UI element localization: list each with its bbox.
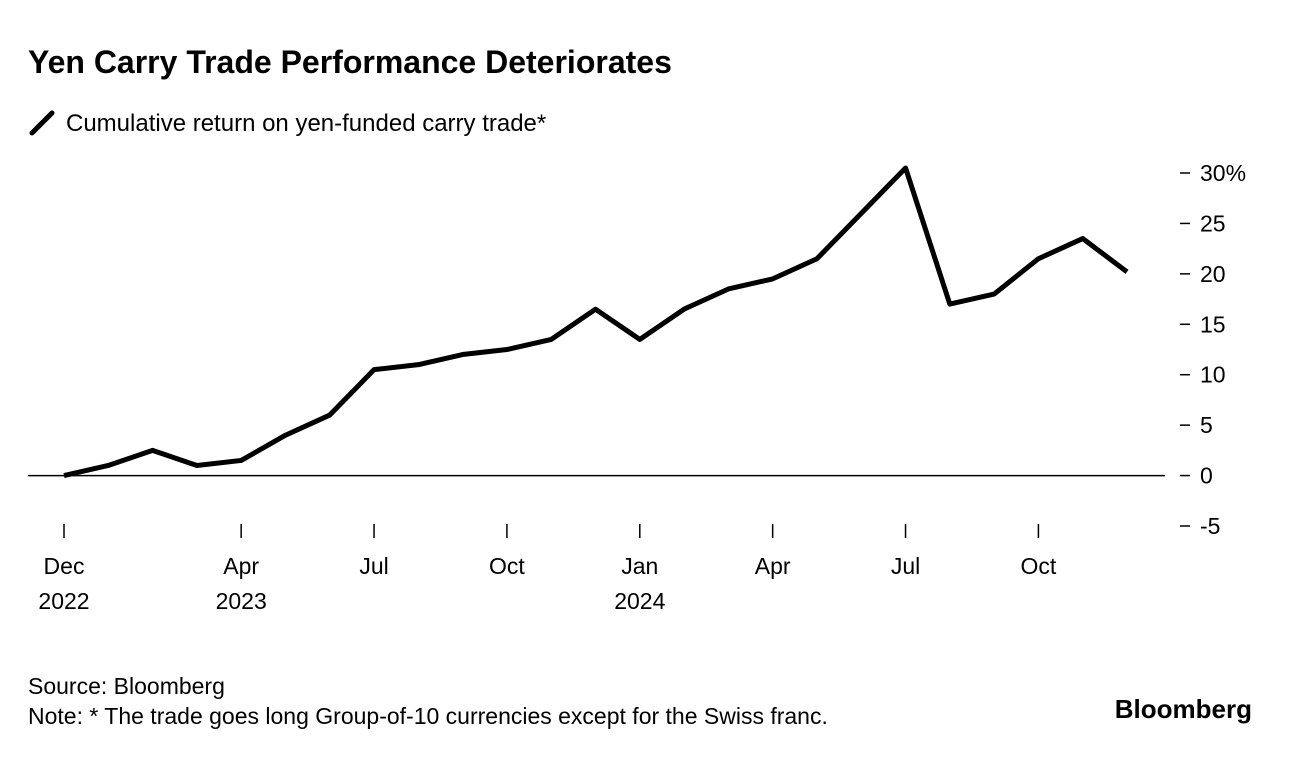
source: Source: Bloomberg bbox=[28, 673, 225, 699]
x-tick-label: Jul bbox=[359, 553, 388, 579]
x-tick-label: Dec bbox=[44, 553, 85, 579]
y-tick-label: 20 bbox=[1200, 261, 1226, 287]
logo: Bloomberg bbox=[1115, 694, 1252, 724]
x-tick-label: 2023 bbox=[216, 588, 267, 614]
y-tick-label: 10 bbox=[1200, 362, 1226, 388]
x-tick-label: 2024 bbox=[614, 588, 665, 614]
legend-swatch bbox=[29, 110, 55, 136]
x-tick-label: Apr bbox=[755, 553, 791, 579]
y-tick-label: 15 bbox=[1200, 311, 1226, 337]
y-tick-label: -5 bbox=[1200, 513, 1220, 539]
y-tick-label: 5 bbox=[1200, 412, 1213, 438]
x-tick-label: Oct bbox=[1021, 553, 1057, 579]
y-tick-label: 0 bbox=[1200, 463, 1213, 489]
data-line bbox=[63, 165, 1129, 479]
x-tick-label: Oct bbox=[489, 553, 525, 579]
legend-label: Cumulative return on yen-funded carry tr… bbox=[66, 110, 546, 137]
x-tick-label: 2022 bbox=[38, 588, 89, 614]
y-tick-label: 30% bbox=[1200, 160, 1246, 186]
x-tick-label: Jul bbox=[891, 553, 920, 579]
y-tick-label: 25 bbox=[1200, 210, 1226, 236]
note: Note: * The trade goes long Group-of-10 … bbox=[28, 703, 828, 729]
x-tick-label: Apr bbox=[223, 553, 259, 579]
chart-title: Yen Carry Trade Performance Deteriorates bbox=[28, 44, 672, 80]
x-tick-label: Jan bbox=[621, 553, 658, 579]
